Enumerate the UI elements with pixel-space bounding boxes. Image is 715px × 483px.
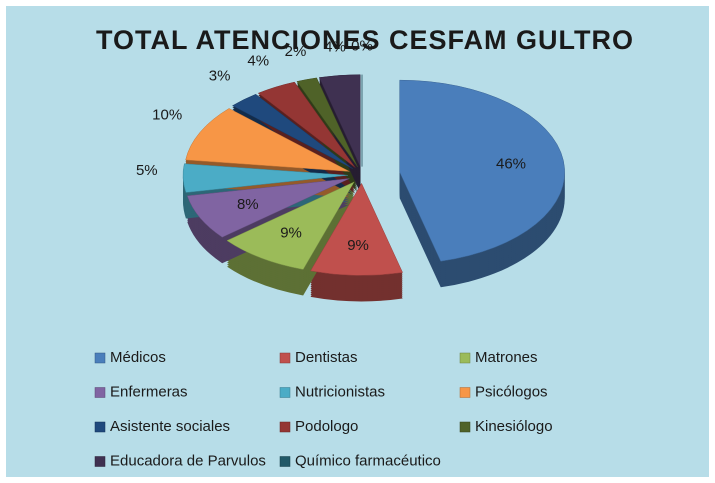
slice bbox=[182, 163, 349, 193]
slice bbox=[399, 79, 565, 262]
legend-label: Químico farmacéutico bbox=[295, 452, 441, 469]
data-label: 9% bbox=[280, 225, 302, 242]
slice bbox=[318, 74, 361, 167]
slice bbox=[226, 181, 355, 270]
slice bbox=[296, 77, 358, 168]
legend-swatch bbox=[459, 421, 471, 433]
slice bbox=[310, 182, 403, 276]
legend-swatch bbox=[279, 456, 291, 467]
legend-label: Asistente sociales bbox=[110, 418, 230, 435]
legend-swatch bbox=[94, 456, 106, 467]
data-label: 10% bbox=[152, 107, 182, 124]
slice bbox=[185, 108, 350, 172]
legend-swatch bbox=[279, 421, 291, 433]
legend-label: Podologo bbox=[295, 418, 358, 435]
data-label: 9% bbox=[347, 237, 369, 254]
legend-swatch bbox=[279, 387, 291, 398]
legend-label: Educadora de Parvulos bbox=[110, 452, 266, 469]
legend-label: Nutricionistas bbox=[295, 383, 385, 400]
data-label: 8% bbox=[237, 196, 259, 213]
legend-swatch bbox=[459, 352, 471, 364]
legend-swatch bbox=[279, 352, 291, 364]
legend-swatch bbox=[94, 352, 106, 364]
chart-title: TOTAL ATENCIONES CESFAM GULTRO bbox=[96, 25, 634, 55]
legend-swatch bbox=[459, 387, 471, 398]
data-label: 0% bbox=[351, 37, 373, 54]
legend-swatch bbox=[94, 387, 106, 398]
legend-label: Matrones bbox=[475, 349, 538, 366]
legend-label: Médicos bbox=[110, 349, 166, 366]
data-label: 46% bbox=[496, 155, 526, 172]
data-label: 4% bbox=[247, 52, 269, 69]
data-label: 4% bbox=[324, 38, 346, 55]
data-label: 2% bbox=[285, 43, 307, 60]
legend-swatch bbox=[94, 421, 106, 433]
legend-label: Enfermeras bbox=[110, 383, 188, 400]
slice bbox=[186, 178, 350, 238]
legend-label: Dentistas bbox=[295, 349, 358, 366]
legend-label: Kinesiólogo bbox=[475, 418, 553, 435]
legend-label: Psicólogos bbox=[475, 383, 548, 400]
data-label: 5% bbox=[136, 162, 158, 179]
data-label: 3% bbox=[209, 67, 231, 84]
slice bbox=[257, 81, 356, 168]
slice bbox=[231, 93, 353, 169]
